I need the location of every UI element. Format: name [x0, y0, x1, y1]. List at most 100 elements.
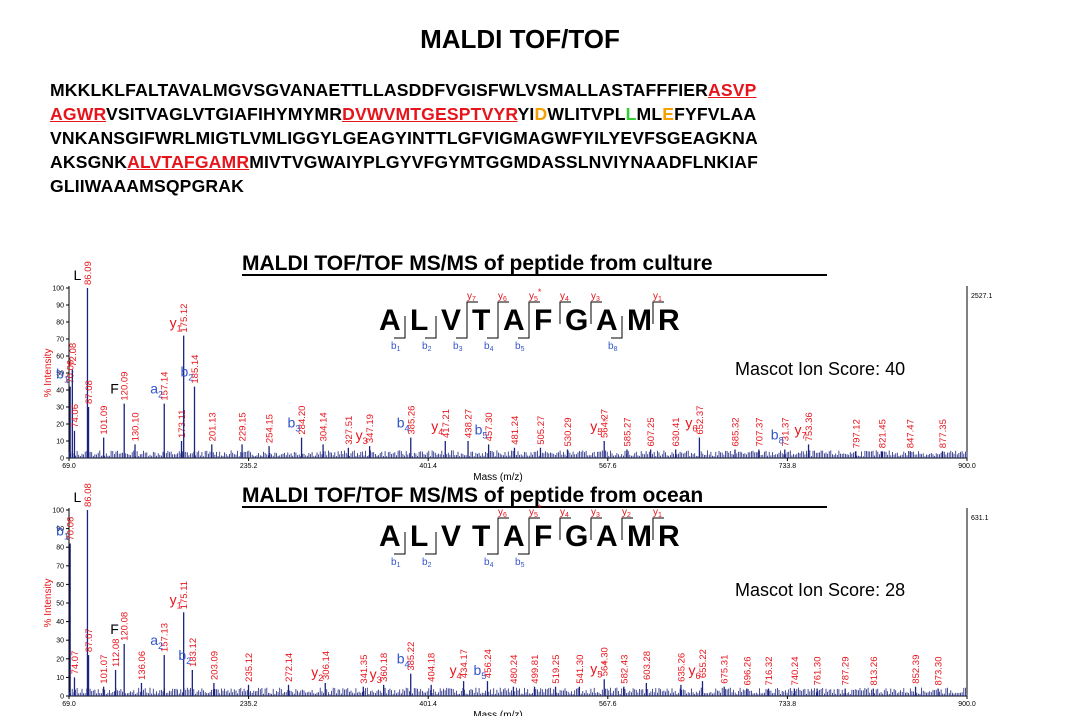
b-ion-label: b2	[422, 341, 432, 353]
peak-label: 74.06	[70, 404, 81, 428]
peak-label: 652.37	[695, 406, 706, 435]
y-tick-label: 10	[56, 675, 64, 682]
peak-label: 101.09	[99, 406, 110, 435]
peak-label: 707.37	[754, 417, 765, 446]
peak-label: 499.81	[530, 655, 541, 684]
y-ion-bracket	[559, 301, 571, 324]
peptide-residue: A	[379, 304, 401, 337]
peak-label: 530.29	[563, 417, 574, 446]
peak-label: 635.26	[676, 653, 687, 682]
peak-label: 541.30	[575, 655, 586, 684]
ion-annotation: b5	[475, 421, 488, 440]
y-ion-label: y1	[653, 291, 662, 303]
peak-label: 655.22	[698, 649, 709, 678]
y-ion-label: y7	[467, 291, 476, 303]
peak-label: 185.14	[190, 355, 201, 384]
b-ion-label: b1	[391, 557, 401, 569]
peptide-residue: R	[658, 520, 680, 553]
peak-label: 519.25	[551, 655, 562, 684]
y-tick-label: 100	[52, 286, 64, 293]
peak-label: 87.08	[84, 380, 95, 404]
ion-annotation: b1	[56, 522, 69, 541]
peak-label: 130.10	[131, 412, 142, 441]
peptide-residue: G	[565, 520, 588, 553]
y-ion-bracket	[559, 517, 571, 540]
peak-label: 797.12	[851, 419, 862, 448]
peak-label: 229.15	[238, 412, 249, 441]
sequence-segment: AKSGNK	[50, 152, 128, 172]
peptide-residue: M	[627, 520, 652, 553]
peak-label: 70.06	[66, 360, 77, 384]
y-tick-label: 30	[56, 405, 64, 412]
y-tick-label: 20	[56, 422, 64, 429]
peak-label: 603.28	[642, 651, 653, 680]
peak-label: 481.24	[510, 416, 521, 445]
highlighted-residue: L	[625, 104, 637, 124]
peak-label: 360.18	[379, 653, 390, 682]
peak-label: 731.37	[780, 417, 791, 446]
ion-annotation: b1	[56, 366, 69, 385]
y-tick-label: 80	[56, 545, 64, 552]
ion-annotation: y2	[311, 664, 323, 683]
peak-label: 175.12	[179, 304, 190, 333]
b-ion-bracket	[394, 532, 406, 555]
peak-label: 203.09	[209, 651, 220, 680]
peak-label: 235.12	[244, 653, 255, 682]
peak-label: 175.11	[179, 581, 190, 609]
peak-label: 438.27	[464, 409, 475, 438]
b-ion-label: b8	[608, 341, 618, 353]
y-tick-label: 80	[56, 320, 64, 327]
sequence-segment: YI	[517, 104, 535, 124]
peak-label: 585.27	[622, 417, 633, 446]
peak-label: 385.22	[406, 642, 417, 671]
y-ion-bracket	[590, 301, 602, 324]
mascot-score: Mascot Ion Score: 28	[735, 580, 905, 600]
b-ion-bracket	[425, 316, 437, 339]
peak-label: 813.26	[869, 656, 880, 685]
max-intensity-label: 2527.1	[971, 293, 993, 300]
y-ion-bracket	[590, 517, 602, 540]
peptide-residue: F	[534, 520, 552, 553]
y-ion-label: y3	[591, 291, 600, 303]
peak-label: 72.08	[68, 343, 79, 367]
x-tick-label: 235.2	[240, 463, 258, 470]
peptide-residue: F	[534, 304, 552, 337]
peptide-residue: R	[658, 304, 680, 337]
peak-label: 630.41	[671, 417, 682, 446]
peak-label: 564.27	[600, 409, 611, 438]
x-tick-label: 567.6	[599, 463, 617, 470]
ion-annotation: a2	[150, 632, 163, 651]
ion-annotation: y6	[685, 415, 697, 434]
y-ion-label: y5*	[529, 287, 542, 303]
peak-label: 761.30	[813, 656, 824, 685]
peak-label: 852.39	[911, 655, 922, 684]
matched-peptide: ALVTAFGAMR	[127, 152, 250, 172]
noise-baseline	[68, 687, 968, 696]
ion-annotation: y1	[170, 591, 182, 610]
x-tick-label: 733.8	[779, 701, 797, 708]
peak-label: 740.24	[790, 656, 801, 685]
peptide-residue: L	[410, 304, 428, 337]
ion-annotation: b2	[181, 364, 194, 383]
sequence-line: MKKLKLFALTAVALMGVSGVANAETTLLASDDFVGISFWL…	[50, 78, 1050, 102]
peptide-residue: A	[379, 520, 401, 553]
peak-label: 157.14	[160, 372, 171, 401]
max-intensity-label: 631.1	[971, 515, 989, 522]
peak-label: 787.29	[841, 656, 852, 685]
ion-annotation: b3	[288, 415, 301, 434]
peak-label: 821.45	[878, 419, 889, 448]
y-tick-label: 40	[56, 388, 64, 395]
sequence-line: AKSGNKALVTAFGAMRMIVTVGWAIYPLGYVFGYMTGGMD…	[50, 150, 1050, 174]
peak-label: 675.31	[720, 655, 731, 684]
peak-label: 86.08	[83, 483, 94, 507]
sequence-segment: MIVTVGWAIYPLGYVFGYMTGGMDASSLNVIYNAADFLNK…	[249, 152, 759, 172]
peptide-residue: T	[472, 520, 490, 553]
ion-annotation: F	[110, 621, 119, 637]
page-title: MALDI TOF/TOF	[420, 24, 620, 54]
spectrum-title: MALDI TOF/TOF MS/MS of peptide from ocea…	[242, 484, 703, 507]
y-tick-label: 20	[56, 656, 64, 663]
peak-label: 685.32	[731, 417, 742, 446]
y-tick-label: 60	[56, 582, 64, 589]
b-ion-label: b1	[391, 341, 401, 353]
sequence-segment: GLIIWAAAMSQPGRAK	[50, 176, 244, 196]
